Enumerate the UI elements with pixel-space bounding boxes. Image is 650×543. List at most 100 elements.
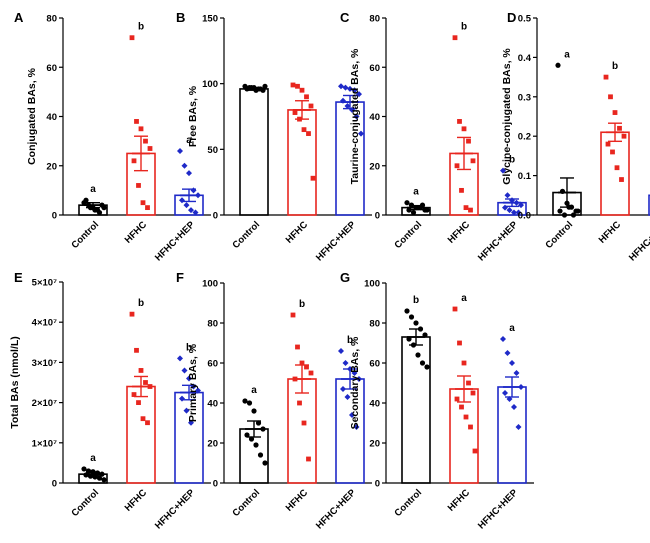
category-label: HFHC [446, 219, 473, 246]
data-point [136, 183, 141, 188]
y-tick-label: 1×10⁷ [32, 438, 57, 449]
y-tick-label: 0 [52, 211, 57, 222]
category-label: HFHC [284, 487, 311, 514]
y-axis-label: Primary BAs, % [187, 343, 199, 422]
significance-letter: a [186, 135, 192, 146]
data-point [457, 340, 462, 346]
y-axis-label: Total BAs (nmol/L) [9, 336, 21, 429]
significance-letter: b [413, 295, 419, 306]
y-axis-label: Conjugated BAs, % [26, 67, 38, 165]
panel-letter: B [176, 10, 185, 25]
data-point [461, 126, 467, 132]
data-point [143, 138, 148, 144]
significance-letter: b [299, 299, 305, 310]
data-point [92, 207, 98, 213]
data-point [457, 119, 462, 124]
y-tick-label: 40 [46, 112, 57, 123]
data-point [308, 103, 314, 109]
data-point [87, 473, 94, 479]
y-tick-label: 0 [213, 479, 218, 490]
data-point [608, 94, 613, 100]
data-point [304, 94, 309, 100]
y-tick-label: 0.5 [518, 14, 532, 25]
data-point [356, 376, 362, 382]
data-point [424, 207, 430, 213]
y-tick-label: 20 [46, 161, 57, 172]
data-point [190, 187, 197, 194]
data-point [509, 360, 515, 366]
data-point [147, 146, 153, 151]
data-point [612, 110, 618, 115]
data-point [195, 192, 201, 199]
category-label: HFHC+HEP [627, 219, 650, 264]
data-point [301, 127, 307, 133]
significance-letter: b [138, 22, 144, 33]
significance-letter: a [413, 187, 419, 198]
data-point [85, 468, 92, 474]
y-axis-label: Glycine-conjugated BAs, % [501, 48, 513, 185]
data-point [406, 336, 412, 342]
data-point [555, 62, 561, 68]
category-label: HFHC [446, 487, 473, 514]
data-point [179, 395, 185, 402]
data-point [251, 408, 257, 414]
data-point [468, 424, 473, 430]
data-point [347, 366, 353, 372]
data-point [353, 424, 360, 430]
bar-hfhc-hep [648, 194, 650, 216]
category-label: HFHC [123, 219, 150, 246]
category-label: HFHC+HEP [476, 487, 521, 532]
y-tick-label: 100 [202, 79, 218, 90]
y-tick-label: 80 [369, 319, 380, 330]
y-axis-label: Secondary BAs, % [349, 336, 361, 429]
data-point [143, 380, 148, 385]
data-point [500, 336, 506, 342]
category-label: Control [69, 487, 101, 519]
data-point [419, 360, 426, 366]
data-point [515, 424, 522, 430]
data-point [181, 367, 188, 374]
category-label: Control [69, 219, 101, 251]
y-tick-label: 40 [369, 399, 380, 410]
y-tick-label: 100 [202, 279, 218, 290]
data-point [101, 477, 107, 483]
data-point [619, 177, 624, 182]
data-point [147, 384, 153, 389]
y-tick-label: 0.4 [518, 53, 532, 64]
y-tick-label: 80 [207, 319, 218, 330]
data-point [290, 82, 296, 88]
data-point [297, 400, 302, 406]
y-tick-label: 0 [375, 211, 380, 222]
data-point [506, 396, 513, 402]
data-point [262, 83, 268, 89]
panel-letter: G [340, 270, 350, 285]
data-point [342, 360, 349, 366]
data-point [183, 407, 190, 414]
data-point [83, 197, 89, 203]
data-point [347, 85, 353, 92]
data-point [422, 332, 428, 338]
data-point [253, 87, 259, 93]
significance-letter: a [90, 184, 96, 195]
data-point [408, 314, 415, 320]
data-point [140, 200, 146, 206]
data-point [404, 200, 410, 206]
significance-letter: a [461, 293, 467, 304]
y-tick-label: 40 [369, 112, 380, 123]
data-point [186, 375, 192, 382]
data-point [101, 205, 107, 211]
data-point [466, 138, 471, 144]
data-point [129, 35, 135, 41]
y-tick-label: 0.1 [518, 171, 532, 182]
data-point [404, 308, 410, 314]
data-point [186, 170, 192, 177]
y-tick-label: 60 [369, 63, 380, 74]
data-point [96, 475, 103, 481]
data-point [518, 384, 524, 390]
data-point [561, 212, 568, 218]
data-point [136, 400, 141, 405]
data-point [83, 472, 89, 478]
data-point [129, 311, 135, 317]
data-point [138, 126, 144, 132]
data-point [92, 474, 98, 480]
